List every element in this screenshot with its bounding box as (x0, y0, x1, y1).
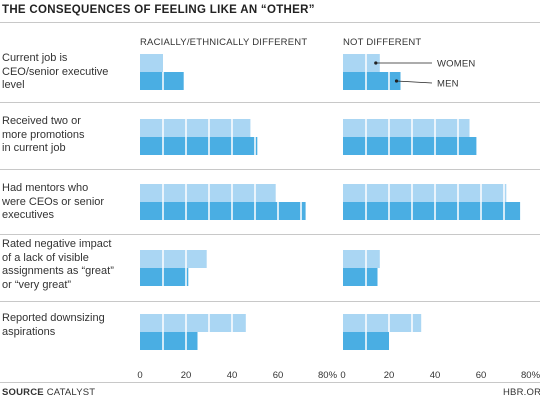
bar-women-racially-different (140, 184, 276, 202)
x-tick-label: 20 (384, 370, 395, 381)
row-label: Had mentors who were CEOs or senior execut… (2, 182, 132, 223)
row-divider (0, 301, 540, 302)
x-tick-label: 60 (273, 370, 284, 381)
source-note: SOURCE CATALYST (2, 387, 95, 398)
row-label-line: more promotions (2, 128, 85, 141)
row-label-line: Received two or (2, 115, 81, 127)
x-tick-label: 80% (318, 370, 338, 381)
row-label: Current job is CEO/senior executive level (2, 52, 132, 93)
bar-women-not-different (343, 119, 470, 137)
x-tick-label: 80% (521, 370, 540, 381)
bar-women-racially-different (140, 54, 163, 72)
row-label-line: assignments as “great” (2, 265, 114, 277)
legend-leader-line (396, 80, 433, 84)
row-label-line: were CEOs or senior (2, 195, 105, 208)
legend-label-women: WOMEN (437, 59, 475, 70)
row-label-line: Rated negative impact (2, 238, 112, 250)
brand-label: HBR.ORG (503, 387, 540, 398)
bar-women-racially-different (140, 119, 251, 137)
row-label: Received two or more promotions in current… (2, 115, 132, 156)
row-label-line: Current job is (2, 52, 68, 64)
source-value: CATALYST (46, 387, 96, 398)
title-divider (0, 22, 540, 23)
row-label-line: level (2, 79, 25, 91)
x-tick-label: 20 (181, 370, 192, 381)
x-tick-label: 40 (227, 370, 238, 381)
bar-men-racially-different (140, 137, 258, 155)
x-tick-label: 40 (430, 370, 441, 381)
bar-women-racially-different (140, 314, 246, 332)
row-label-line: or “very great” (2, 278, 72, 291)
panel-header-racially-different: RACIALLY/ETHNICALLY DIFFERENT (140, 37, 308, 48)
x-tick-label: 0 (137, 370, 142, 381)
bar-women-not-different (343, 184, 507, 202)
source-label: SOURCE (2, 387, 44, 398)
panel-header-not-different: NOT DIFFERENT (343, 37, 422, 48)
row-divider (0, 169, 540, 170)
legend-label-men: MEN (437, 79, 459, 90)
x-tick-label: 60 (476, 370, 487, 381)
x-tick-label: 0 (340, 370, 345, 381)
row-divider (0, 102, 540, 103)
bar-men-racially-different (140, 202, 306, 220)
bar-men-not-different (343, 72, 401, 90)
chart-title: THE CONSEQUENCES OF FEELING LIKE AN “OTH… (2, 4, 315, 16)
bar-women-not-different (343, 250, 380, 268)
bar-men-racially-different (140, 268, 189, 286)
row-divider (0, 234, 540, 235)
row-label-line: of a lack of visible (2, 251, 89, 264)
bar-men-racially-different (140, 72, 184, 90)
row-label-line: Had mentors who (2, 182, 89, 194)
row-label-line: CEO/senior executive (2, 65, 109, 78)
bar-women-not-different (343, 54, 380, 72)
bar-women-not-different (343, 314, 422, 332)
bar-men-racially-different (140, 332, 198, 350)
bar-men-not-different (343, 268, 378, 286)
footer-divider (0, 382, 540, 383)
row-label-line: in current job (2, 142, 66, 154)
row-label-line: executives (2, 209, 54, 221)
row-label: Reported downsizing aspirations (2, 312, 132, 339)
row-label-line: Reported downsizing (2, 312, 105, 324)
row-label-line: aspirations (2, 325, 56, 338)
bar-men-not-different (343, 137, 477, 155)
bar-men-not-different (343, 202, 521, 220)
row-label: Rated negative impact of a lack of visibl… (2, 238, 132, 292)
bar-women-racially-different (140, 250, 207, 268)
